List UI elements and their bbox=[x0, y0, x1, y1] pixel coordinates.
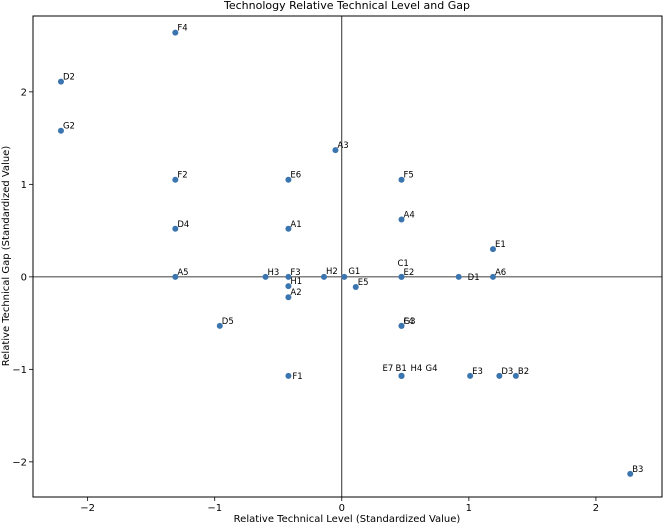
point-label: D3 bbox=[501, 367, 513, 377]
data-point bbox=[512, 372, 519, 379]
plot-frame bbox=[32, 15, 663, 498]
data-point bbox=[172, 273, 179, 280]
point-label: A5 bbox=[177, 268, 188, 278]
data-point bbox=[57, 127, 64, 134]
data-point bbox=[285, 294, 292, 301]
point-label: E5 bbox=[358, 278, 369, 288]
data-point bbox=[172, 29, 179, 36]
point-label: D1 bbox=[468, 273, 480, 283]
point-label: F2 bbox=[177, 171, 187, 181]
x-tick-label: 1 bbox=[466, 503, 472, 514]
y-tick-label: 1 bbox=[21, 180, 27, 191]
point-label: B3 bbox=[632, 465, 643, 475]
point-label: G3 bbox=[404, 317, 416, 327]
x-tick-label: −1 bbox=[207, 503, 222, 514]
data-point bbox=[285, 283, 292, 290]
data-point bbox=[320, 273, 327, 280]
data-point bbox=[398, 322, 405, 329]
point-label: H1 bbox=[290, 277, 302, 287]
data-point bbox=[467, 372, 474, 379]
chart-title: Technology Relative Technical Level and … bbox=[223, 0, 470, 12]
point-label: A2 bbox=[290, 288, 301, 298]
point-label: E2 bbox=[404, 268, 415, 278]
data-point bbox=[216, 322, 223, 329]
x-axis-label: Relative Technical Level (Standardized V… bbox=[234, 514, 461, 525]
point-label: H4 bbox=[411, 364, 423, 374]
point-label: F4 bbox=[177, 24, 187, 34]
point-label: A4 bbox=[404, 211, 415, 221]
data-point bbox=[262, 273, 269, 280]
point-label: B1 bbox=[396, 364, 407, 374]
y-tick-label: −2 bbox=[12, 457, 27, 468]
point-label: G2 bbox=[63, 122, 75, 132]
data-point bbox=[627, 470, 634, 477]
data-point bbox=[172, 225, 179, 232]
data-point bbox=[332, 147, 339, 154]
data-point bbox=[398, 273, 405, 280]
data-point bbox=[285, 372, 292, 379]
x-tick-label: 2 bbox=[593, 503, 599, 514]
data-point bbox=[398, 216, 405, 223]
data-point bbox=[489, 246, 496, 253]
data-point bbox=[489, 273, 496, 280]
x-tick-label: −2 bbox=[80, 503, 95, 514]
point-label: H2 bbox=[326, 267, 338, 277]
y-tick-label: 0 bbox=[21, 272, 27, 283]
x-tick-label: 0 bbox=[339, 503, 345, 514]
data-point bbox=[398, 176, 405, 183]
point-label: B2 bbox=[518, 367, 529, 377]
point-label: F1 bbox=[292, 372, 302, 382]
point-label: D5 bbox=[222, 317, 234, 327]
y-tick-label: −1 bbox=[12, 365, 27, 376]
data-point bbox=[172, 176, 179, 183]
data-point bbox=[285, 273, 292, 280]
point-label: E7 bbox=[383, 364, 394, 374]
point-label: F3 bbox=[290, 268, 300, 278]
point-label: G1 bbox=[348, 267, 360, 277]
data-point bbox=[285, 225, 292, 232]
data-point bbox=[496, 372, 503, 379]
data-point bbox=[341, 273, 348, 280]
data-point bbox=[398, 372, 405, 379]
data-point bbox=[352, 284, 359, 291]
point-label: F5 bbox=[404, 171, 414, 181]
point-label: C1 bbox=[398, 259, 409, 269]
point-label: E6 bbox=[290, 171, 301, 181]
point-label: G4 bbox=[426, 364, 438, 374]
point-label: F4 bbox=[404, 317, 414, 327]
point-label: D2 bbox=[63, 73, 75, 83]
point-label: A3 bbox=[337, 141, 348, 151]
point-label: A6 bbox=[495, 268, 506, 278]
point-label: E1 bbox=[495, 240, 506, 250]
data-point bbox=[285, 176, 292, 183]
plot-area: −2 −1 0 1 2 −2 −1 0 1 2 F4 D2 G2 A3 F2 E6 F5 A4 D4 A1 E1 A5 H3… bbox=[12, 15, 663, 514]
point-label: E3 bbox=[472, 367, 483, 377]
point-label: H3 bbox=[268, 268, 280, 278]
y-axis-label: Relative Technical Gap (Standardized Val… bbox=[1, 146, 12, 367]
y-tick-label: 2 bbox=[21, 87, 27, 98]
data-point bbox=[57, 78, 64, 85]
point-label: A1 bbox=[290, 220, 301, 230]
data-point bbox=[455, 273, 462, 280]
point-label: D4 bbox=[177, 220, 189, 230]
